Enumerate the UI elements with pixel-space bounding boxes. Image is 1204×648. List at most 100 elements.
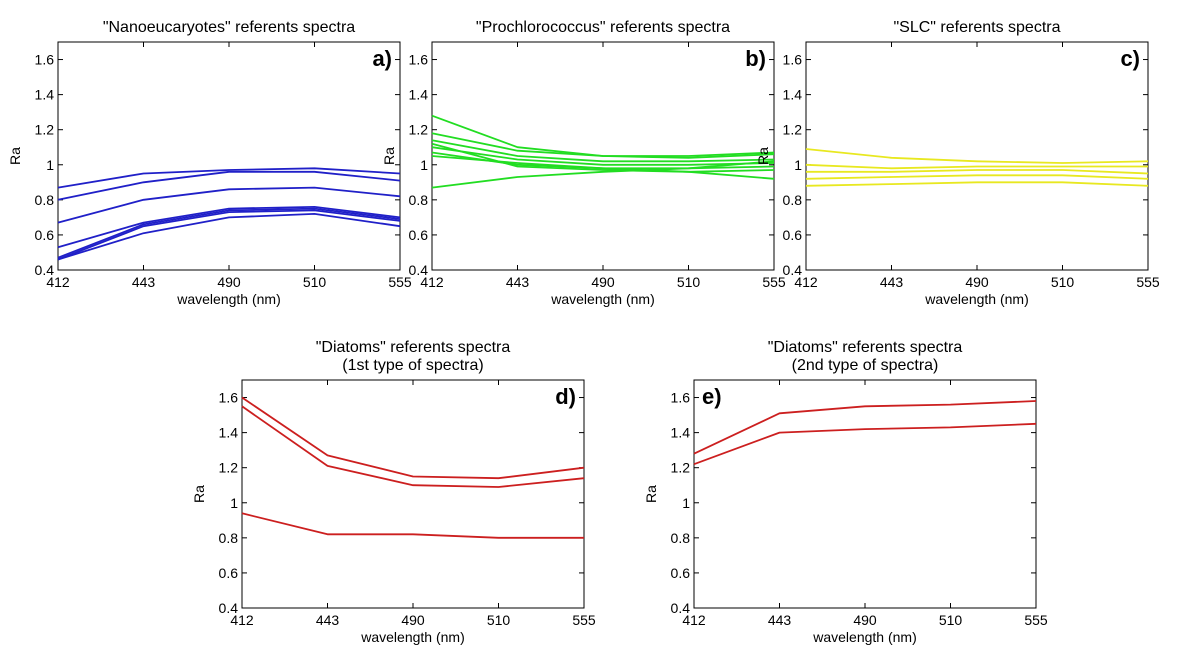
panel-label: a) [372, 46, 392, 71]
x-axis-label: wavelength (nm) [360, 629, 465, 645]
chart-title: "SLC" referents spectra [894, 19, 1061, 36]
x-tick-label: 443 [768, 612, 792, 628]
y-tick-label: 0.8 [671, 530, 691, 546]
y-tick-label: 1 [794, 157, 802, 173]
chart-title: "Nanoeucaryotes" referents spectra [103, 19, 355, 36]
y-axis-label: Ra [381, 147, 397, 165]
x-tick-label: 412 [46, 274, 70, 290]
x-tick-label: 510 [1051, 274, 1075, 290]
axes-frame [241, 379, 585, 609]
x-tick-label: 555 [1024, 612, 1048, 628]
chart-title: "Prochlorococcus" referents spectra [476, 19, 730, 36]
chart-title: (2nd type of spectra) [792, 357, 939, 374]
y-tick-label: 0.4 [409, 262, 429, 278]
x-tick-label: 490 [853, 612, 877, 628]
x-tick-label: 490 [217, 274, 241, 290]
y-tick-label: 0.6 [409, 227, 429, 243]
x-tick-label: 555 [572, 612, 596, 628]
y-tick-label: 1.2 [783, 122, 803, 138]
y-tick-label: 1.2 [35, 122, 55, 138]
axes-frame [805, 41, 1149, 271]
x-tick-label: 555 [1136, 274, 1160, 290]
panel-label: d) [555, 384, 576, 409]
series-line-6 [431, 142, 775, 173]
series-line-7 [431, 155, 775, 180]
x-axis-label: wavelength (nm) [812, 629, 917, 645]
chart-title: "Diatoms" referents spectra [316, 339, 511, 356]
y-tick-label: 1 [682, 495, 690, 511]
x-tick-label: 412 [682, 612, 706, 628]
y-tick-label: 1 [230, 495, 238, 511]
axes-frame [57, 41, 401, 271]
series-line-2 [693, 422, 1037, 466]
chart-title: (1st type of spectra) [342, 357, 483, 374]
series-line-6 [57, 209, 401, 261]
panel-label: b) [745, 46, 766, 71]
y-tick-label: 0.8 [409, 192, 429, 208]
y-tick-label: 1.6 [35, 52, 55, 68]
series-line-3 [431, 139, 775, 163]
axes-frame [693, 379, 1037, 609]
y-tick-label: 1.6 [409, 52, 429, 68]
y-tick-label: 1.4 [35, 87, 55, 103]
y-tick-label: 1.4 [409, 87, 429, 103]
series-line-1 [241, 396, 585, 480]
x-tick-label: 510 [939, 612, 963, 628]
series-line-2 [805, 163, 1148, 170]
x-tick-label: 443 [880, 274, 904, 290]
y-tick-label: 0.6 [219, 565, 239, 581]
y-tick-label: 1.4 [219, 425, 239, 441]
series-line-8 [431, 160, 775, 189]
panel-d: 0.4 0.6 0.8 1 1.2 1.4 1.6 412 443 490 510 555 "Diato… [191, 339, 596, 645]
x-tick-label: 443 [316, 612, 340, 628]
series-line-5 [57, 207, 401, 259]
x-axis-label: wavelength (nm) [176, 291, 281, 307]
x-axis-label: wavelength (nm) [550, 291, 655, 307]
y-tick-label: 1 [420, 157, 428, 173]
panel-b: 0.4 0.6 0.8 1 1.2 1.4 1.6 412 443 490 510 555 "Proch… [381, 19, 786, 307]
y-tick-label: 0.4 [219, 600, 239, 616]
series-line-1 [57, 167, 401, 189]
x-tick-label: 443 [132, 274, 156, 290]
x-axis-label: wavelength (nm) [924, 291, 1029, 307]
series-line-2 [57, 170, 401, 201]
y-tick-label: 1.2 [409, 122, 429, 138]
panel-label: e) [702, 384, 722, 409]
y-tick-label: 0.4 [783, 262, 803, 278]
series-line-4 [57, 205, 401, 249]
series-line-4 [805, 174, 1149, 180]
x-tick-label: 510 [487, 612, 511, 628]
series-line-4 [431, 146, 775, 166]
x-tick-label: 555 [388, 274, 412, 290]
y-tick-label: 1.6 [219, 390, 239, 406]
y-tick-label: 1.2 [671, 460, 691, 476]
x-tick-label: 510 [303, 274, 327, 290]
series-line-3 [241, 512, 584, 539]
x-tick-label: 490 [591, 274, 615, 290]
y-tick-label: 0.4 [671, 600, 691, 616]
series-line-2 [241, 405, 585, 488]
y-tick-label: 1.6 [671, 390, 691, 406]
x-tick-label: 555 [762, 274, 786, 290]
x-tick-label: 510 [677, 274, 701, 290]
y-tick-label: 1.2 [219, 460, 239, 476]
y-tick-label: 0.8 [219, 530, 239, 546]
series-line-2 [431, 132, 775, 159]
y-tick-label: 1.6 [783, 52, 803, 68]
x-tick-label: 443 [506, 274, 530, 290]
panel-a: 0.4 0.6 0.8 1 1.2 1.4 1.6 412 443 490 510 555 "Nanoe… [7, 19, 412, 307]
y-axis-label: Ra [191, 485, 207, 503]
y-tick-label: 0.4 [35, 262, 55, 278]
y-tick-label: 1.4 [671, 425, 691, 441]
y-tick-label: 0.8 [783, 192, 803, 208]
x-tick-label: 412 [230, 612, 254, 628]
series-line-5 [805, 181, 1149, 187]
panel-e: 0.4 0.6 0.8 1 1.2 1.4 1.6 412 443 490 510 555 "Diato… [643, 339, 1048, 645]
x-tick-label: 490 [965, 274, 989, 290]
y-tick-label: 1 [46, 157, 54, 173]
x-tick-label: 412 [794, 274, 818, 290]
y-axis-label: Ra [755, 147, 771, 165]
series-line-3 [57, 186, 401, 224]
y-tick-label: 0.6 [35, 227, 55, 243]
